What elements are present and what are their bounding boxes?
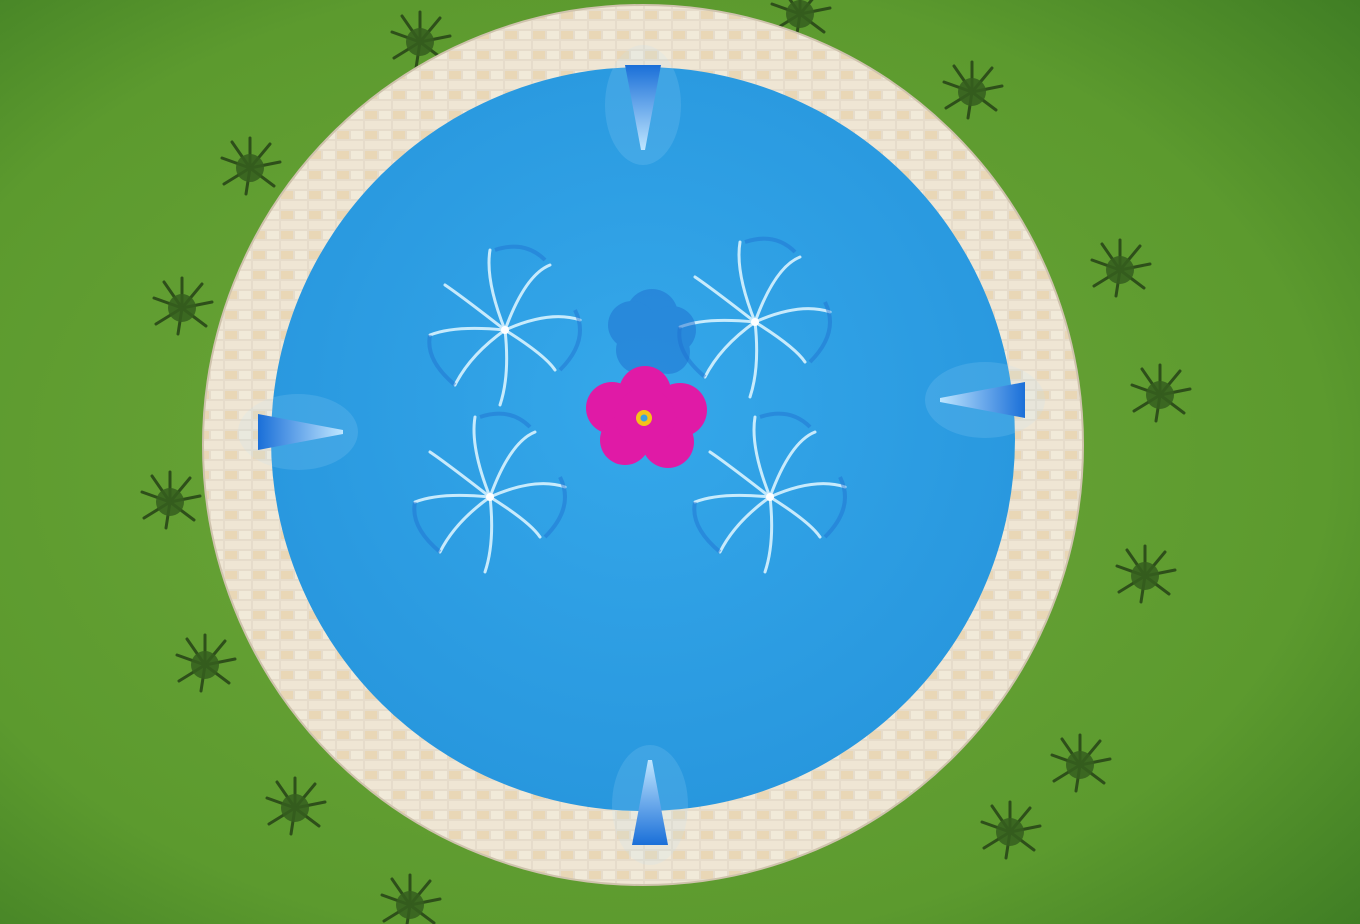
flower-shadow <box>608 289 696 374</box>
nozzle <box>640 414 648 422</box>
jet <box>612 745 688 865</box>
jet <box>925 362 1045 438</box>
jet <box>238 394 358 470</box>
center-flower <box>586 289 707 468</box>
jet <box>605 45 681 165</box>
